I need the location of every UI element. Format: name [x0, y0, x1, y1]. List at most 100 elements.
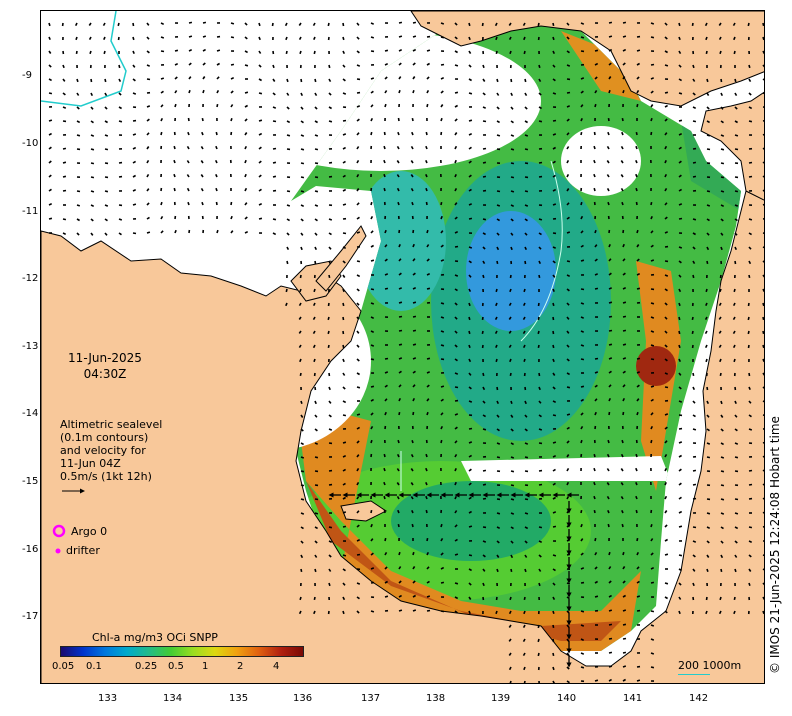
velocity-arrow [762, 610, 764, 615]
velocity-arrow [468, 596, 472, 600]
y-tick-label: -15 [22, 476, 39, 487]
velocity-arrow [496, 120, 500, 124]
velocity-arrow [552, 610, 555, 615]
velocity-arrow [552, 288, 555, 293]
velocity-arrow [314, 512, 319, 515]
velocity-arrow [762, 582, 764, 586]
velocity-arrow [620, 160, 624, 164]
velocity-arrow [482, 386, 486, 391]
velocity-arrow [244, 187, 248, 192]
velocity-arrow [650, 385, 655, 388]
velocity-arrow [383, 453, 386, 458]
velocity-arrow [692, 218, 697, 221]
velocity-arrow [594, 287, 599, 290]
velocity-arrow [412, 397, 416, 402]
velocity-arrow [720, 456, 725, 459]
velocity-arrow [718, 36, 722, 40]
velocity-arrow [523, 50, 526, 55]
velocity-arrow [748, 372, 751, 377]
velocity-arrow [692, 64, 695, 69]
velocity-arrow [426, 384, 430, 388]
velocity-arrow [510, 526, 514, 530]
velocity-arrow [678, 160, 682, 164]
velocity-arrow [580, 36, 585, 39]
velocity-arrow [734, 414, 738, 418]
velocity-arrow [398, 397, 402, 402]
velocity-arrow [48, 146, 52, 150]
velocity-arrow [412, 370, 416, 374]
velocity-arrow [62, 64, 65, 69]
colorbar-tick-label: 2 [237, 661, 244, 672]
velocity-arrow [412, 551, 415, 556]
velocity-arrow [300, 540, 304, 544]
velocity-arrow [719, 372, 722, 377]
map-canvas[interactable] [41, 11, 765, 684]
velocity-arrow [468, 160, 472, 164]
velocity-arrow [118, 218, 123, 221]
velocity-arrow [328, 64, 331, 69]
velocity-arrow [342, 78, 346, 82]
velocity-arrow [398, 48, 403, 52]
velocity-arrow [468, 427, 473, 430]
velocity-arrow [383, 173, 386, 178]
velocity-arrow [762, 469, 764, 472]
velocity-arrow [440, 330, 445, 333]
velocity-arrow [396, 453, 400, 458]
velocity-arrow [552, 358, 555, 363]
velocity-arrow [396, 468, 400, 472]
velocity-arrow [468, 386, 472, 390]
velocity-arrow [538, 232, 542, 236]
velocity-arrow [734, 540, 738, 544]
velocity-arrow [174, 103, 177, 108]
velocity-arrow [594, 89, 598, 94]
velocity-arrow [762, 274, 764, 278]
velocity-arrow [454, 188, 458, 192]
velocity-arrow [202, 62, 206, 66]
velocity-arrow [440, 425, 444, 430]
colorbar-title: Chl-a mg/m3 OCi SNPP [92, 631, 218, 644]
velocity-arrow [412, 62, 416, 66]
velocity-arrow [188, 89, 191, 94]
velocity-arrow [678, 510, 683, 514]
velocity-arrow [636, 287, 641, 290]
velocity-arrow [200, 188, 204, 192]
velocity-arrow [412, 565, 416, 570]
velocity-arrow [580, 538, 584, 542]
velocity-arrow [621, 523, 624, 528]
velocity-arrow [720, 134, 725, 137]
velocity-arrow [230, 76, 235, 80]
velocity-arrow [664, 454, 668, 458]
velocity-arrow [454, 202, 458, 206]
velocity-arrow [552, 274, 556, 278]
velocity-arrow [482, 120, 487, 123]
velocity-arrow [734, 428, 738, 432]
velocity-arrow [510, 148, 515, 151]
velocity-arrow [313, 610, 316, 615]
velocity-arrow [650, 624, 655, 627]
velocity-arrow [664, 440, 668, 444]
velocity-arrow [284, 22, 288, 27]
velocity-arrow [622, 665, 627, 668]
velocity-arrow [635, 453, 638, 458]
velocity-arrow [594, 76, 598, 80]
velocity-arrow [636, 551, 640, 556]
velocity-arrow [299, 358, 302, 363]
map-frame[interactable] [40, 10, 765, 684]
velocity-arrow [48, 174, 52, 178]
velocity-arrow [104, 204, 109, 207]
velocity-arrow [370, 552, 374, 556]
velocity-arrow [328, 414, 332, 418]
velocity-arrow [580, 201, 583, 206]
velocity-arrow [383, 481, 386, 486]
velocity-arrow [314, 498, 319, 501]
velocity-arrow [356, 36, 360, 40]
velocity-arrow [468, 246, 473, 249]
velocity-arrow [720, 470, 725, 473]
velocity-arrow [314, 204, 319, 207]
velocity-arrow [608, 315, 613, 318]
velocity-arrow [370, 104, 374, 108]
velocity-arrow [216, 103, 219, 108]
velocity-arrow [342, 160, 346, 164]
velocity-arrow [580, 215, 584, 220]
velocity-arrow [495, 288, 498, 293]
